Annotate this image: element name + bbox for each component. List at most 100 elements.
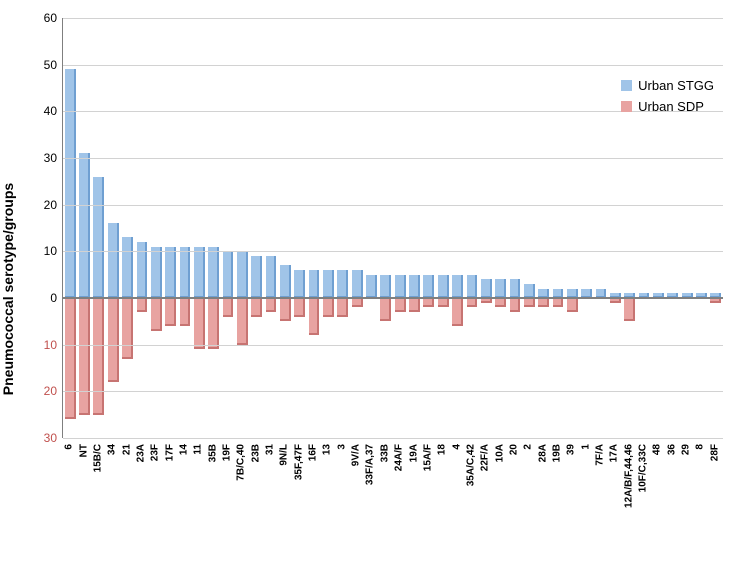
bar-sdp [553,298,564,307]
bar-stgg [93,177,104,298]
x-tick-label: 36 [666,444,677,455]
y-tick-top: 30 [44,152,63,164]
bar-sdp [237,298,248,345]
bar-stgg [223,251,234,298]
x-tick-label: 24A/F [394,444,405,471]
x-tick-label: 23B [250,444,261,462]
bar-stgg [395,275,406,298]
x-tick-label: 1 [580,444,591,450]
x-tick-label: NT [78,444,89,457]
x-tick-label: 2 [523,444,534,450]
x-tick-label: 48 [652,444,663,455]
bar-sdp [409,298,420,312]
bar-stgg [366,275,377,298]
legend-label-sdp: Urban SDP [638,99,704,114]
x-tick-label: 28F [709,444,720,461]
x-tick-label: 22F/A [480,444,491,471]
x-tick-label: 6 [64,444,75,450]
bar-stgg [280,265,291,298]
gridline [63,18,723,19]
x-tick-label: 13 [322,444,333,455]
x-tick-label: 15A/F [422,444,433,471]
legend-swatch-stgg [621,80,632,91]
gridline [63,205,723,206]
x-tick-label: 21 [121,444,132,455]
bar-stgg [467,275,478,298]
bar-stgg [294,270,305,298]
y-tick-bottom: 10 [44,339,63,351]
bar-sdp [251,298,262,317]
x-tick-label: 10F/C,33C [638,444,649,492]
y-tick-top: 0 [50,292,63,304]
gridline [63,438,723,439]
legend-label-stgg: Urban STGG [638,78,714,93]
gridline [63,345,723,346]
bar-stgg [423,275,434,298]
y-tick-bottom: 20 [44,385,63,397]
y-axis-label: Pneumococcal serotype/groups [0,182,16,394]
x-tick-label: 11 [193,444,204,455]
gridline [63,65,723,66]
bar-stgg [409,275,420,298]
x-tick-label: 28A [537,444,548,462]
x-tick-label: 23F [150,444,161,461]
bar-stgg [108,223,119,298]
x-tick-label: 9V/A [351,444,362,466]
x-tick-label: 35A/C,42 [465,444,476,486]
x-tick-label: 39 [566,444,577,455]
bar-stgg [510,279,521,298]
bar-stgg [380,275,391,298]
x-tick-label: 9N/L [279,444,290,466]
x-tick-label: 7F/A [595,444,606,466]
bar-sdp [495,298,506,307]
bar-stgg [237,251,248,298]
bar-sdp [380,298,391,321]
bar-sdp [309,298,320,335]
x-axis-labels: 6NT15B/C342123A23F17F141135B19F7B/C,4023… [62,444,722,564]
bar-sdp [567,298,578,312]
x-tick-label: 10A [494,444,505,462]
legend: Urban STGG Urban SDP [621,78,714,120]
bar-stgg [495,279,506,298]
x-tick-label: 18 [437,444,448,455]
bar-sdp [137,298,148,312]
bar-sdp [423,298,434,307]
bar-sdp [624,298,635,321]
x-tick-label: 33F/A,37 [365,444,376,485]
bar-sdp [180,298,191,326]
bar-sdp [208,298,219,349]
x-tick-label: 31 [265,444,276,455]
bar-sdp [223,298,234,317]
bar-stgg [79,153,90,298]
x-tick-label: 29 [681,444,692,455]
bar-sdp [108,298,119,382]
bar-stgg [481,279,492,298]
x-tick-label: 34 [107,444,118,455]
legend-swatch-sdp [621,101,632,112]
x-tick-label: 19F [222,444,233,461]
x-tick-label: 4 [451,444,462,450]
y-tick-bottom: 30 [44,432,63,444]
gridline [63,158,723,159]
legend-item-stgg: Urban STGG [621,78,714,93]
bar-sdp [538,298,549,307]
bar-sdp [395,298,406,312]
bar-sdp [151,298,162,331]
bar-sdp [122,298,133,359]
bar-sdp [266,298,277,312]
bar-sdp [79,298,90,415]
bar-stgg [208,247,219,298]
legend-item-sdp: Urban SDP [621,99,714,114]
bar-stgg [151,247,162,298]
bar-sdp [194,298,205,349]
x-tick-label: 35F,47F [293,444,304,480]
x-tick-label: 19A [408,444,419,462]
bar-sdp [294,298,305,317]
bar-sdp [323,298,334,317]
bar-sdp [352,298,363,307]
y-tick-top: 60 [44,12,63,24]
bar-sdp [524,298,535,307]
x-tick-label: 3 [336,444,347,450]
bar-stgg [266,256,277,298]
x-tick-label: 15B/C [92,444,103,472]
